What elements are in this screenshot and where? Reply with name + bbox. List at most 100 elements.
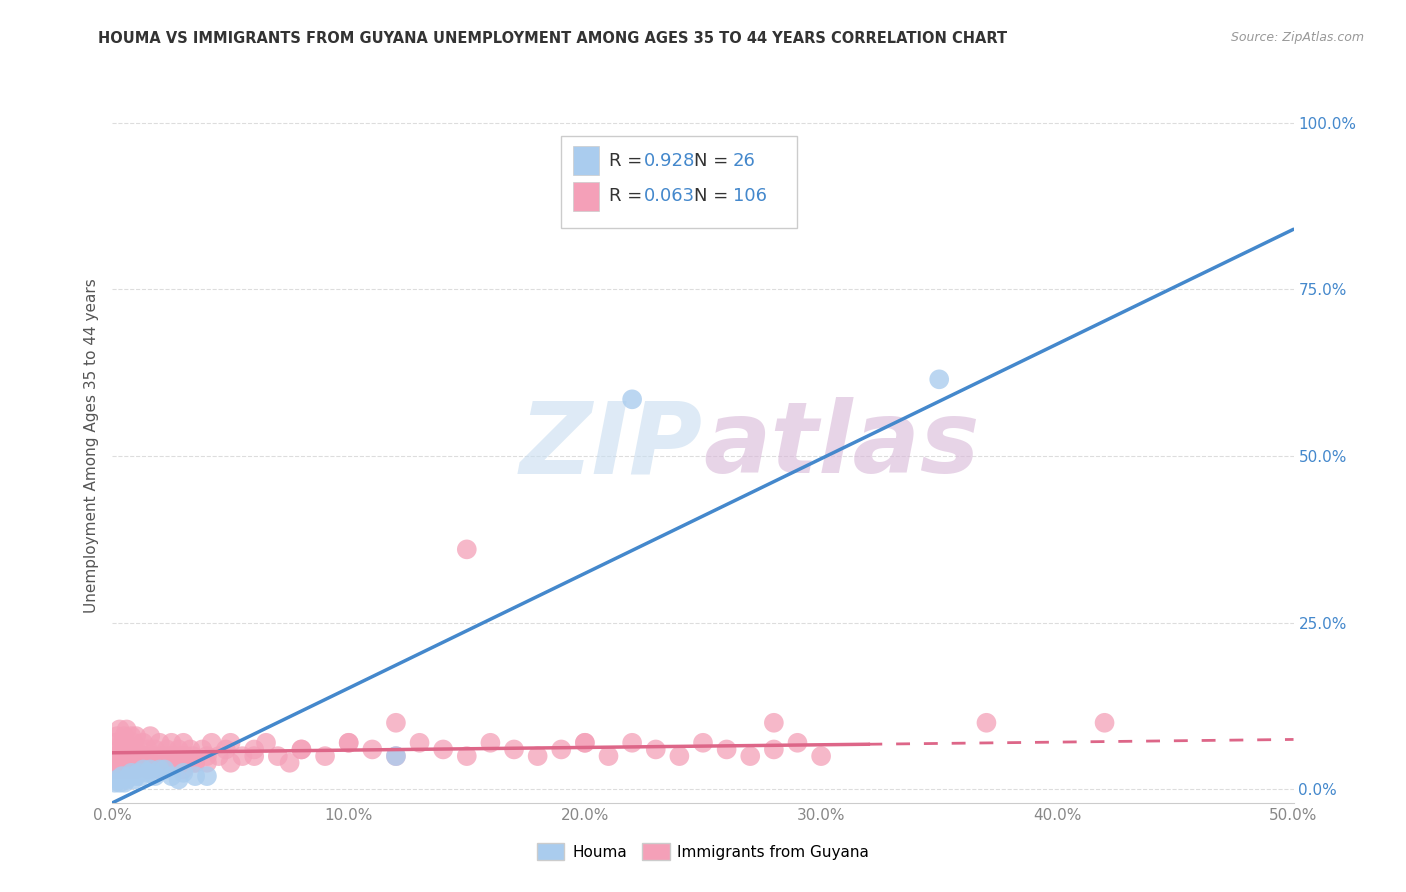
Point <box>208 749 231 764</box>
Y-axis label: Unemployment Among Ages 35 to 44 years: Unemployment Among Ages 35 to 44 years <box>83 278 98 614</box>
Point <box>290 742 312 756</box>
Point <box>139 763 162 777</box>
Point <box>231 749 253 764</box>
Point <box>115 723 138 737</box>
Point <box>170 749 193 764</box>
Point <box>1094 715 1116 730</box>
Point <box>127 749 149 764</box>
Point <box>172 763 194 777</box>
Point <box>143 756 166 770</box>
Point <box>118 769 141 783</box>
Text: N =: N = <box>693 152 728 169</box>
Point <box>456 542 478 557</box>
Point <box>503 742 526 756</box>
Point <box>621 736 644 750</box>
Point <box>122 772 145 787</box>
Point <box>243 749 266 764</box>
Text: N =: N = <box>693 187 728 205</box>
Point <box>167 742 190 756</box>
Point <box>179 742 201 756</box>
Point <box>136 765 159 780</box>
Point <box>160 736 183 750</box>
Point <box>163 749 186 764</box>
Point <box>111 763 134 777</box>
Point <box>143 769 166 783</box>
Point <box>195 769 218 783</box>
Point <box>184 769 207 783</box>
Point <box>112 756 135 770</box>
Point <box>574 736 596 750</box>
Point <box>149 763 172 777</box>
Point <box>786 736 808 750</box>
Point <box>385 715 408 730</box>
Text: R =: R = <box>609 152 641 169</box>
Point <box>361 742 384 756</box>
Point <box>219 756 242 770</box>
Point <box>143 742 166 756</box>
Point <box>456 749 478 764</box>
Point <box>108 723 131 737</box>
Point <box>136 756 159 770</box>
Point <box>153 763 176 777</box>
Point <box>118 749 141 764</box>
Text: 26: 26 <box>733 152 755 169</box>
Point <box>105 729 128 743</box>
Point <box>112 756 135 770</box>
Point <box>112 776 135 790</box>
Point <box>105 756 128 770</box>
Point <box>254 736 277 750</box>
Point <box>290 742 312 756</box>
Point <box>149 763 172 777</box>
Text: HOUMA VS IMMIGRANTS FROM GUYANA UNEMPLOYMENT AMONG AGES 35 TO 44 YEARS CORRELATI: HOUMA VS IMMIGRANTS FROM GUYANA UNEMPLOY… <box>98 31 1008 46</box>
Point <box>120 765 142 780</box>
Point <box>172 765 194 780</box>
Point <box>621 392 644 407</box>
Point <box>104 763 127 777</box>
Text: R =: R = <box>609 187 641 205</box>
Point <box>125 729 148 743</box>
Point <box>104 749 127 764</box>
Point <box>111 749 134 764</box>
Point <box>976 715 998 730</box>
Point <box>136 742 159 756</box>
Point <box>125 763 148 777</box>
Text: ZIP: ZIP <box>520 398 703 494</box>
Point <box>219 736 242 750</box>
Point <box>526 749 548 764</box>
Point <box>195 749 218 764</box>
Point <box>132 763 155 777</box>
Point <box>184 756 207 770</box>
Point <box>928 372 950 386</box>
Point <box>762 715 785 730</box>
Point <box>337 736 360 750</box>
Point <box>267 749 290 764</box>
Point <box>692 736 714 750</box>
Point <box>172 736 194 750</box>
Point <box>118 742 141 756</box>
Point <box>160 756 183 770</box>
Text: 106: 106 <box>733 187 766 205</box>
Point <box>278 756 301 770</box>
Point <box>156 742 179 756</box>
Point <box>104 736 127 750</box>
Point <box>139 729 162 743</box>
Point <box>104 776 127 790</box>
Point <box>479 736 502 750</box>
Point <box>108 742 131 756</box>
Point <box>550 742 572 756</box>
Point <box>174 749 197 764</box>
Point <box>195 756 218 770</box>
Point <box>191 742 214 756</box>
Point <box>167 772 190 787</box>
Point <box>125 742 148 756</box>
Point <box>716 742 738 756</box>
Point <box>740 749 762 764</box>
Point <box>644 742 666 756</box>
Text: 0.928: 0.928 <box>644 152 696 169</box>
Text: 0.063: 0.063 <box>644 187 695 205</box>
Point <box>118 763 141 777</box>
Point <box>153 756 176 770</box>
Point <box>129 756 152 770</box>
Point <box>108 776 131 790</box>
Point <box>112 729 135 743</box>
